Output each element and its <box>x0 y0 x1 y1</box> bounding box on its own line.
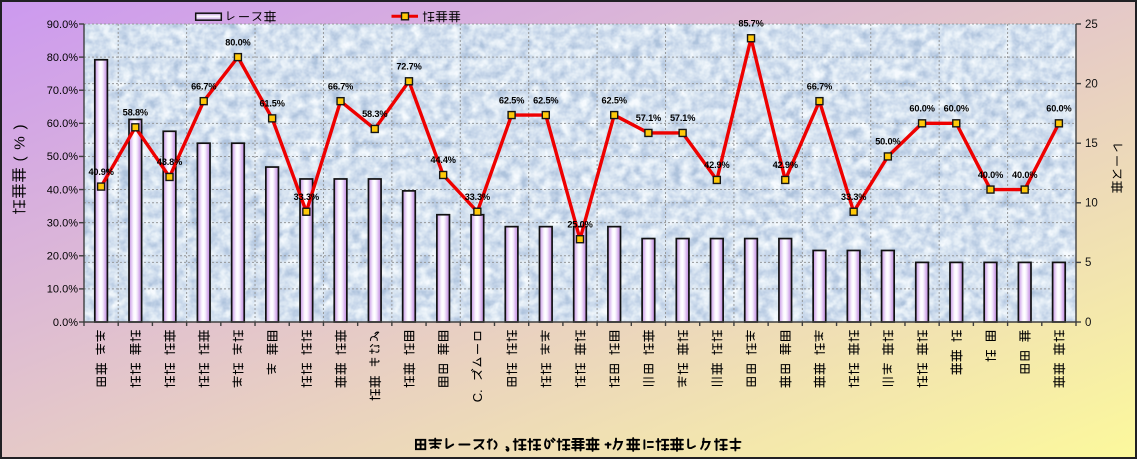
svg-text:30.0%: 30.0% <box>47 217 78 229</box>
svg-text:50.0%: 50.0% <box>875 137 900 147</box>
svg-text:80.0%: 80.0% <box>47 52 78 64</box>
svg-text:5: 5 <box>1085 257 1091 269</box>
svg-text:43.8%: 43.8% <box>157 157 182 167</box>
svg-text:33.3%: 33.3% <box>841 192 866 202</box>
svg-text:40.9%: 40.9% <box>88 167 113 177</box>
svg-text:20: 20 <box>1085 78 1098 90</box>
svg-text:0: 0 <box>1085 317 1091 329</box>
svg-text:): ) <box>11 124 28 129</box>
svg-text:33.3%: 33.3% <box>294 192 319 202</box>
svg-text:58.8%: 58.8% <box>123 108 148 118</box>
svg-text:10: 10 <box>1085 198 1098 210</box>
svg-text:25: 25 <box>1085 19 1098 31</box>
svg-text:62.5%: 62.5% <box>602 95 627 105</box>
svg-text:40.0%: 40.0% <box>1012 170 1037 180</box>
svg-text:80.0%: 80.0% <box>225 37 250 47</box>
svg-text:42.9%: 42.9% <box>704 160 729 170</box>
svg-text:66.7%: 66.7% <box>807 81 832 91</box>
svg-text:66.7%: 66.7% <box>191 81 216 91</box>
svg-text:61.5%: 61.5% <box>259 99 284 109</box>
svg-text:42.9%: 42.9% <box>773 160 798 170</box>
svg-text:(: ( <box>11 156 28 161</box>
svg-text:50.0%: 50.0% <box>47 151 78 163</box>
svg-text:.: . <box>470 389 485 393</box>
svg-text:60.0%: 60.0% <box>944 104 969 114</box>
svg-text:44.4%: 44.4% <box>431 155 456 165</box>
svg-text:20.0%: 20.0% <box>47 251 78 263</box>
svg-text:70.0%: 70.0% <box>47 85 78 97</box>
svg-text:72.7%: 72.7% <box>396 61 421 71</box>
svg-text:90.0%: 90.0% <box>47 19 78 31</box>
svg-text:66.7%: 66.7% <box>328 81 353 91</box>
svg-text:40.0%: 40.0% <box>978 170 1003 180</box>
svg-text:15: 15 <box>1085 138 1098 150</box>
svg-text:%: % <box>11 136 28 150</box>
svg-text:57.1%: 57.1% <box>636 113 661 123</box>
svg-text:40.0%: 40.0% <box>47 184 78 196</box>
svg-text:C: C <box>470 393 485 402</box>
svg-text:62.5%: 62.5% <box>499 95 524 105</box>
svg-text:25.0%: 25.0% <box>567 219 592 229</box>
svg-text:33.3%: 33.3% <box>465 192 490 202</box>
svg-text:60.0%: 60.0% <box>47 118 78 130</box>
svg-text:60.0%: 60.0% <box>1046 104 1071 114</box>
svg-text:57.1%: 57.1% <box>670 113 695 123</box>
svg-text:0.0%: 0.0% <box>53 317 78 329</box>
svg-text:62.5%: 62.5% <box>533 95 558 105</box>
svg-text:85.7%: 85.7% <box>738 18 763 28</box>
svg-text:10.0%: 10.0% <box>47 284 78 296</box>
svg-text:58.3%: 58.3% <box>362 109 387 119</box>
svg-text:60.0%: 60.0% <box>909 104 934 114</box>
